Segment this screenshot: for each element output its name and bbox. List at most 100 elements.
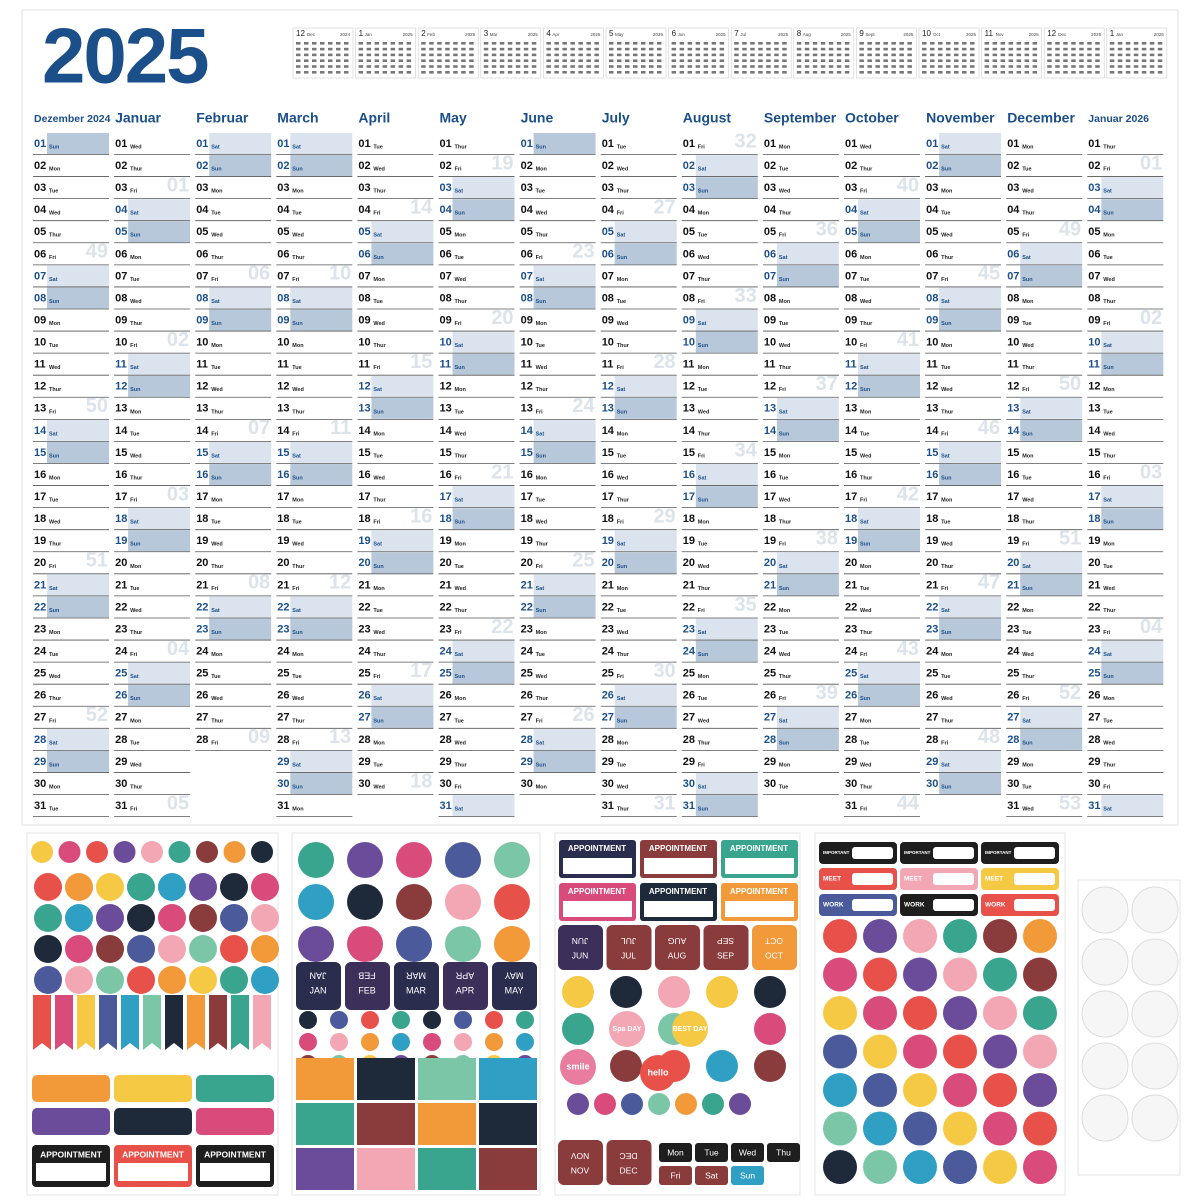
mini-calendar xyxy=(292,27,354,79)
weekend-shade xyxy=(1101,508,1164,530)
weekday: Tue xyxy=(49,652,58,658)
month-tab xyxy=(606,925,652,970)
mini-day xyxy=(374,47,380,51)
mini-day xyxy=(671,65,677,68)
week-number: 36 xyxy=(816,219,838,241)
sticker xyxy=(423,1011,441,1029)
weekday: Mon xyxy=(617,586,629,592)
mini-day xyxy=(374,65,380,68)
day-number: 23 xyxy=(440,623,452,635)
day-number: 19 xyxy=(277,535,289,547)
weekday-label: Fri xyxy=(671,1170,681,1180)
mini-day xyxy=(938,71,943,74)
weekday: Thur xyxy=(49,387,62,393)
adhesive-dot xyxy=(1131,1042,1179,1090)
day-number: 04 xyxy=(521,204,534,216)
day-number: 25 xyxy=(358,668,370,680)
weekday: Mon xyxy=(536,321,548,327)
day-number: 13 xyxy=(34,403,46,415)
mini-day xyxy=(1133,42,1139,45)
weekday: Wed xyxy=(617,784,629,790)
week-number: 14 xyxy=(410,196,433,218)
mini-day xyxy=(328,65,333,68)
day-number: 01 xyxy=(521,138,533,150)
day-number: 26 xyxy=(358,690,370,702)
sticker xyxy=(158,935,186,963)
mini-month-number: 11 xyxy=(985,29,994,38)
sticker xyxy=(298,926,334,962)
day-number: 10 xyxy=(1007,337,1019,349)
sticker xyxy=(485,1033,503,1051)
day-number: 21 xyxy=(1088,579,1100,591)
weekend-shade xyxy=(371,243,434,265)
mini-day xyxy=(609,42,614,45)
weekday: Fri xyxy=(1103,630,1111,636)
day-number: 14 xyxy=(521,425,534,437)
mini-month-number: 12 xyxy=(1047,29,1056,38)
mini-day xyxy=(445,71,450,74)
mini-calendar xyxy=(918,27,980,79)
mini-day xyxy=(578,59,583,62)
day-number: 14 xyxy=(926,425,939,437)
weekday: Sat xyxy=(292,453,301,459)
adhesive-dot xyxy=(1081,938,1129,986)
day-number: 25 xyxy=(602,668,614,680)
day-number: 18 xyxy=(277,513,289,525)
weekday: Thur xyxy=(455,608,468,614)
mini-day xyxy=(594,47,599,51)
week-number: 33 xyxy=(735,285,757,307)
day-number: 24 xyxy=(764,646,777,658)
sticker xyxy=(96,904,124,932)
weekday: Sun xyxy=(941,630,952,636)
day-number: 23 xyxy=(1088,623,1100,635)
weekday: Thur xyxy=(1022,365,1035,371)
weekend-shade xyxy=(695,795,758,817)
weekday: Sat xyxy=(617,387,626,393)
mini-day xyxy=(758,42,763,45)
weekend-shade xyxy=(939,309,1002,331)
day-number: 27 xyxy=(764,712,776,724)
sticker xyxy=(943,1111,977,1146)
weekday: Mon xyxy=(455,233,467,239)
day-number: 08 xyxy=(277,292,289,304)
day-number: 22 xyxy=(358,601,370,613)
word-sticker xyxy=(560,1049,596,1085)
mini-month-name: Nov xyxy=(996,32,1005,37)
sticker xyxy=(65,966,93,994)
day-number: 25 xyxy=(926,668,938,680)
mini-month-number: 9 xyxy=(859,29,864,38)
sticker-text: APPOINTMENT xyxy=(204,1149,267,1159)
mini-day xyxy=(515,53,521,57)
mini-day xyxy=(336,42,341,45)
mini-year: 2025 xyxy=(403,32,414,37)
mini-day xyxy=(938,59,943,62)
mini-day xyxy=(594,71,599,74)
weekday: Mon xyxy=(698,211,710,217)
weekday: Thur xyxy=(536,233,549,239)
mini-day xyxy=(804,71,810,74)
day-number: 31 xyxy=(602,800,614,812)
write-field xyxy=(933,899,974,911)
sticker xyxy=(823,957,857,992)
mini-day xyxy=(344,71,349,74)
day-number: 20 xyxy=(440,557,452,569)
day-number: 02 xyxy=(926,160,938,172)
mini-day xyxy=(782,59,787,62)
weekday: Wed xyxy=(211,542,223,548)
weekday: Thur xyxy=(698,740,711,746)
day-number: 09 xyxy=(34,314,46,326)
day-number: 09 xyxy=(440,314,452,326)
mini-day xyxy=(1079,47,1084,51)
mini-day xyxy=(1149,65,1155,68)
mini-day xyxy=(499,53,505,57)
mini-day xyxy=(633,42,638,45)
mini-day xyxy=(679,71,685,74)
week-number: 25 xyxy=(572,550,594,572)
sticker xyxy=(754,1050,786,1082)
day-number: 08 xyxy=(845,292,857,304)
weekday-tab xyxy=(695,1143,728,1162)
weekday: Tue xyxy=(49,189,58,195)
weekend-shade xyxy=(1101,486,1164,508)
mini-day xyxy=(883,59,888,62)
mini-day xyxy=(719,47,725,51)
